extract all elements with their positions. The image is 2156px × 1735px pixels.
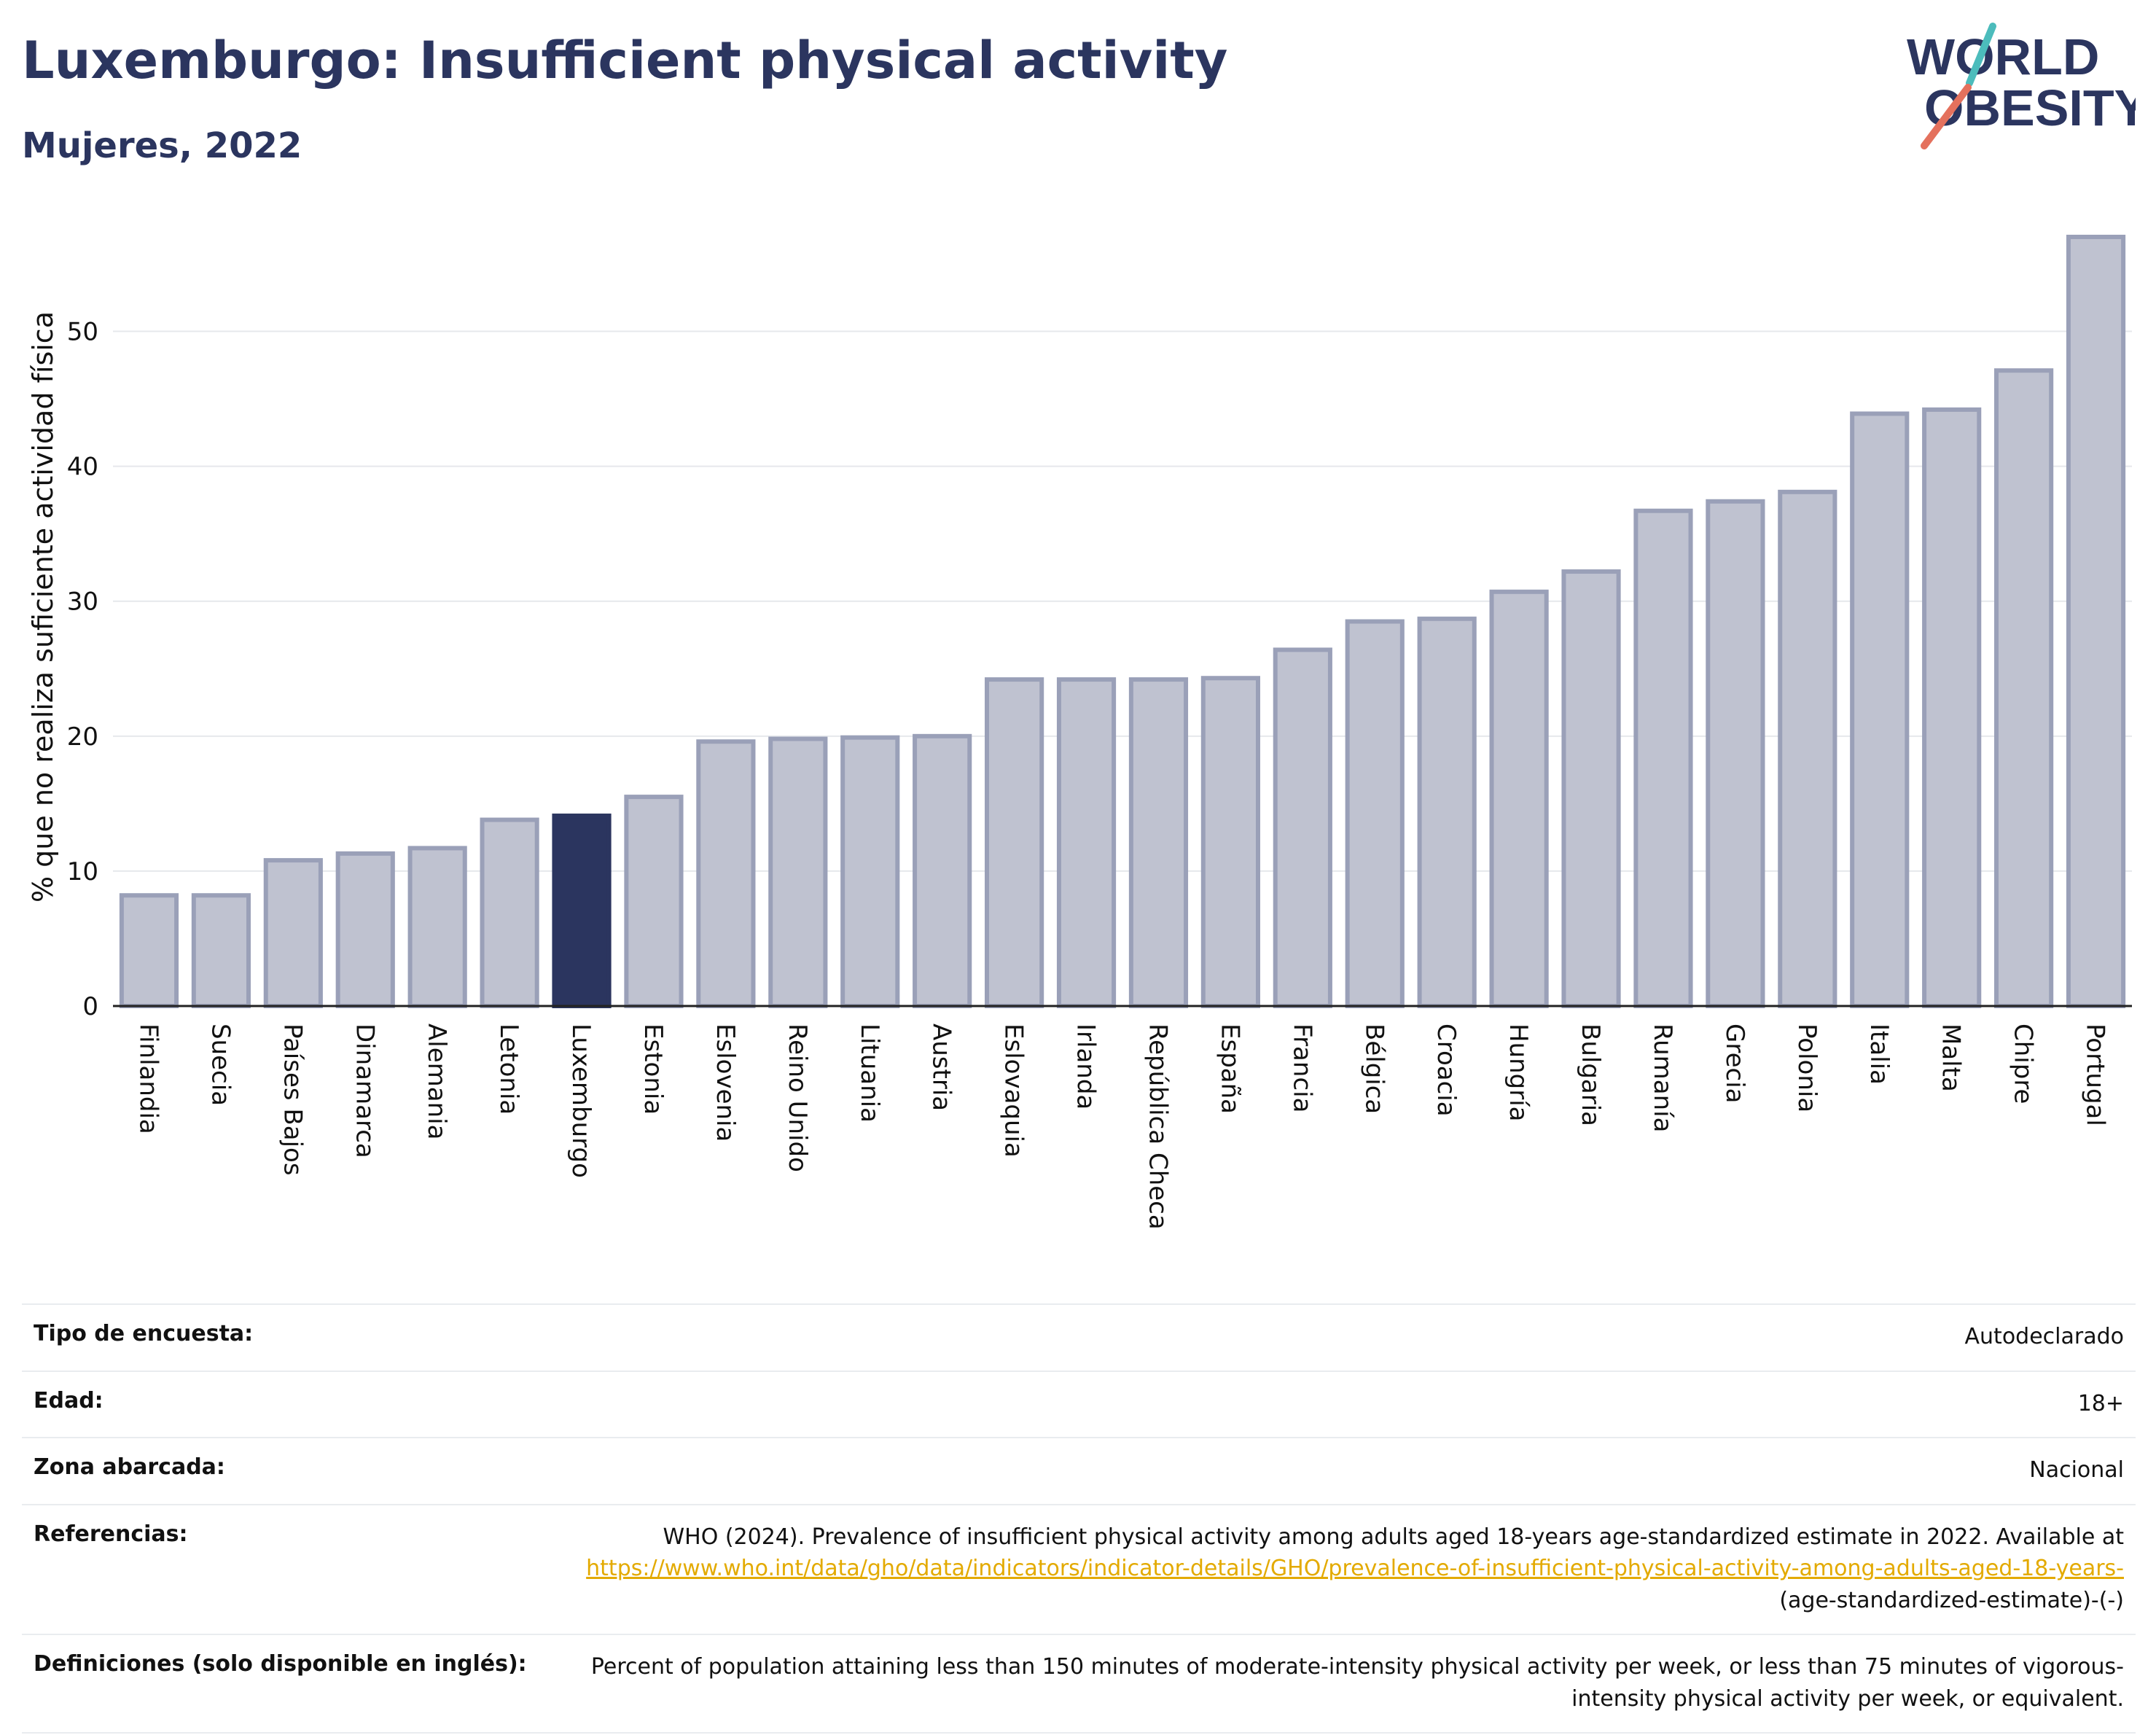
meta-value: Autodeclarado	[1964, 1324, 2124, 1349]
bar-eslovaquia	[985, 677, 1044, 1008]
bar-chart: 0 10 20 30 40 50 Finlandia Suecia Países Bajos Di…	[27, 235, 2132, 1230]
chart-title: Luxemburgo: Insufficient physical activi…	[22, 31, 1228, 90]
x-tick-label: Croacia	[1432, 1024, 1461, 1117]
bar-rumanía	[1633, 508, 1693, 1008]
world-obesity-logo: WORLD OBESITY	[1907, 23, 2136, 149]
x-tick-label: Chipre	[2009, 1024, 2038, 1104]
meta-key: Zona abarcada:	[34, 1454, 225, 1480]
bar-grecia	[1706, 499, 1765, 1008]
bar-austria	[913, 733, 972, 1009]
label-layer: 0 10 20 30 40 50 Finlandia Suecia Países Bajos Di…	[27, 311, 2110, 1230]
meta-key: Tipo de encuesta:	[34, 1321, 254, 1346]
bar-luxemburgo	[552, 814, 612, 1009]
x-tick-label: Eslovenia	[711, 1024, 740, 1142]
bar-estonia	[624, 795, 684, 1008]
x-tick-label: Luxemburgo	[566, 1024, 595, 1178]
bar-lituania	[840, 735, 900, 1008]
y-tick-label: 40	[67, 453, 98, 482]
y-tick-label: 10	[67, 857, 98, 886]
x-tick-label: Reino Unido	[783, 1024, 812, 1172]
reference-link[interactable]: https://www.who.int/data/gho/data/indica…	[586, 1556, 2124, 1581]
bar-chipre	[1994, 368, 2054, 1009]
x-tick-label: Dinamarca	[350, 1024, 379, 1158]
logo-text-obesity: OBESITY	[1924, 79, 2136, 136]
y-tick-label: 30	[67, 588, 98, 617]
meta-row-age: Edad: 18+	[22, 1370, 2136, 1438]
y-tick-label: 0	[82, 992, 98, 1021]
meta-value: 18+	[2077, 1390, 2124, 1416]
bar-layer	[119, 235, 2126, 1009]
chart-subtitle: Mujeres, 2022	[22, 125, 302, 166]
meta-value: Nacional	[2029, 1457, 2124, 1483]
logo-slash-teal	[1966, 23, 1996, 87]
meta-row-definitions: Definiciones (solo disponible en inglés)…	[22, 1634, 2136, 1734]
x-tick-label: Letonia	[494, 1024, 523, 1115]
bar-dinamarca	[335, 851, 395, 1008]
bar-república-checa	[1128, 677, 1189, 1008]
logo-text-world: WORLD	[1907, 28, 2099, 85]
reference-suffix: (age-standardized-estimate)-(-)	[1779, 1587, 2124, 1613]
x-tick-label: Bélgica	[1359, 1024, 1388, 1114]
meta-value: WHO (2024). Prevalence of insufficient p…	[564, 1521, 2124, 1617]
metadata-table: Tipo de encuesta: Autodeclarado Edad: 18…	[22, 1303, 2136, 1734]
x-tick-label: Italia	[1864, 1024, 1894, 1085]
meta-value: Percent of population attaining less tha…	[590, 1654, 2124, 1712]
bar-irlanda	[1056, 677, 1117, 1008]
bar-reino-unido	[768, 736, 828, 1008]
bar-suecia	[191, 893, 251, 1008]
x-tick-label: Polonia	[1792, 1024, 1821, 1112]
bar-italia	[1850, 411, 1910, 1008]
x-tick-label: Finlandia	[133, 1024, 163, 1134]
x-tick-label: Irlanda	[1071, 1024, 1101, 1110]
x-tick-label: Bulgaria	[1576, 1024, 1605, 1126]
x-tick-label: España	[1215, 1024, 1244, 1114]
meta-key: Definiciones (solo disponible en inglés)…	[34, 1651, 527, 1677]
x-tick-label: Austria	[927, 1024, 956, 1111]
x-tick-label: Rumanía	[1648, 1024, 1677, 1132]
meta-key: Edad:	[34, 1387, 103, 1414]
bar-finlandia	[119, 893, 179, 1008]
bar-alemania	[407, 846, 467, 1009]
x-tick-label: Países Bajos	[278, 1024, 307, 1176]
meta-row-area: Zona abarcada: Nacional	[22, 1437, 2136, 1504]
bar-países-bajos	[263, 858, 323, 1008]
bar-españa	[1200, 676, 1260, 1008]
x-tick-label: Eslovaquia	[999, 1024, 1028, 1158]
bar-hungría	[1489, 589, 1549, 1008]
logo-slash-red	[1921, 84, 1972, 149]
x-tick-label: República Checa	[1143, 1024, 1172, 1230]
x-tick-label: Suecia	[206, 1024, 235, 1106]
bar-francia	[1273, 647, 1332, 1008]
bar-polonia	[1778, 489, 1837, 1008]
meta-key: Referencias:	[34, 1521, 188, 1547]
bar-malta	[1922, 407, 1982, 1008]
x-tick-label: Francia	[1287, 1024, 1316, 1112]
y-tick-label: 20	[67, 722, 98, 752]
reference-text: WHO (2024). Prevalence of insufficient p…	[663, 1524, 2124, 1550]
x-tick-label: Malta	[1937, 1024, 1966, 1092]
bar-croacia	[1417, 616, 1477, 1008]
y-axis-label: % que no realiza suficiente actividad fí…	[27, 311, 59, 902]
bar-letonia	[480, 817, 539, 1009]
y-tick-label: 50	[67, 318, 98, 347]
x-tick-label: Grecia	[1720, 1024, 1749, 1103]
bar-bélgica	[1345, 619, 1405, 1008]
meta-row-references: Referencias: WHO (2024). Prevalence of i…	[22, 1503, 2136, 1634]
x-tick-label: Alemania	[422, 1024, 451, 1139]
x-tick-label: Estonia	[638, 1024, 668, 1115]
x-tick-label: Lituania	[855, 1024, 884, 1123]
bar-bulgaria	[1561, 569, 1621, 1008]
bar-eslovenia	[696, 739, 756, 1009]
bar-portugal	[2066, 235, 2126, 1008]
x-tick-label: Hungría	[1504, 1024, 1533, 1122]
meta-row-survey-type: Tipo de encuesta: Autodeclarado	[22, 1303, 2136, 1371]
x-tick-label: Portugal	[2081, 1024, 2110, 1126]
